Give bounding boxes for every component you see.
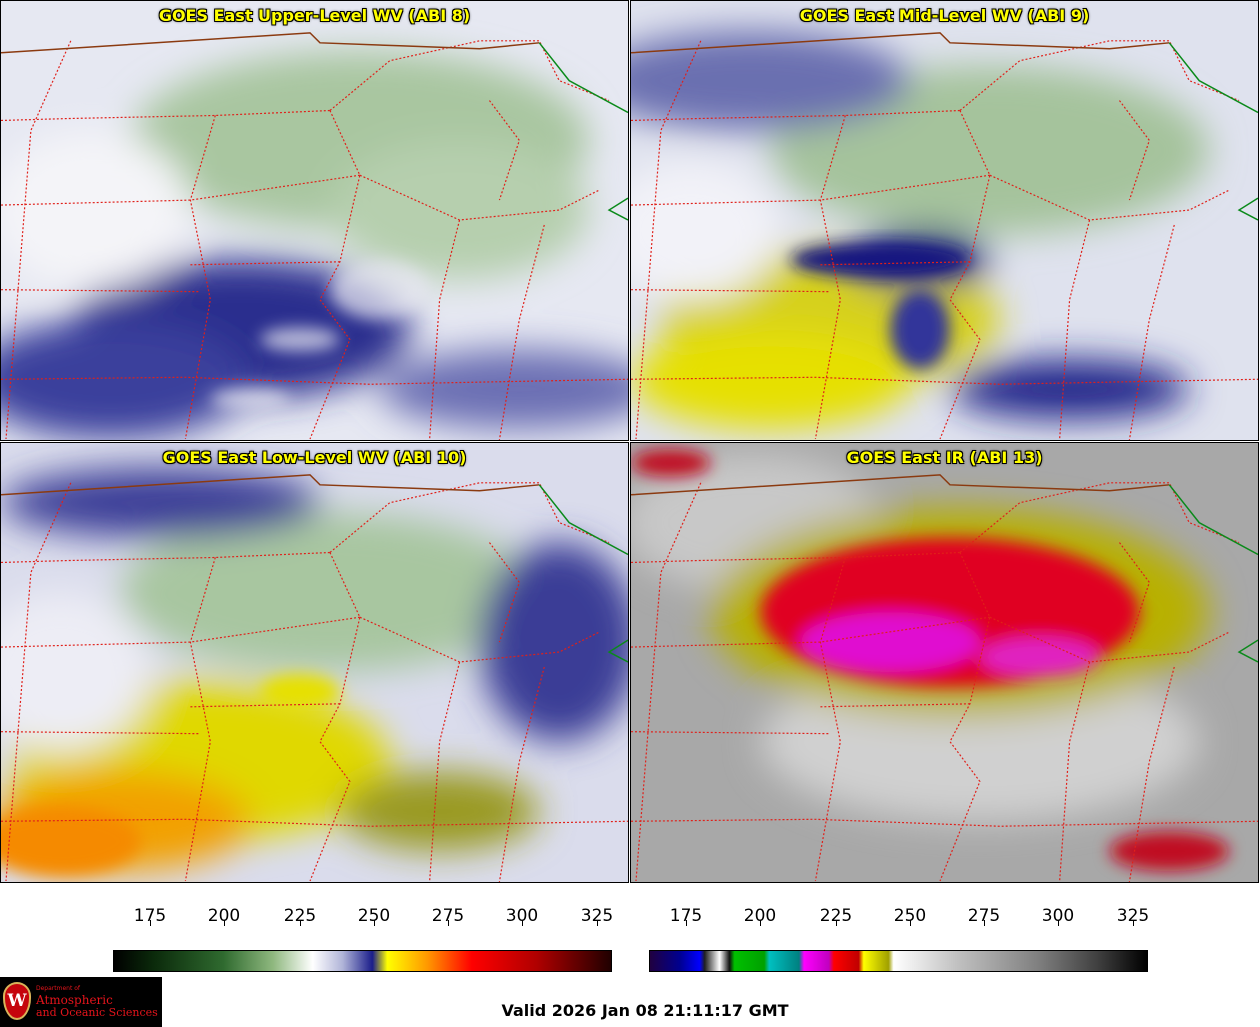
valid-time: Valid 2026 Jan 08 21:11:17 GMT (501, 1001, 789, 1020)
panel-title: GOES East Mid-Level WV (ABI 9) (799, 6, 1090, 25)
wv-colorbar-gradient (113, 950, 612, 972)
panel-title: GOES East IR (ABI 13) (846, 448, 1043, 467)
ir-tick: 250 (893, 906, 927, 926)
uw-seal-icon: W (3, 982, 31, 1020)
panel-mid-level-wv: GOES East Mid-Level WV (ABI 9) (630, 0, 1259, 441)
logo-line2: and Oceanic Sciences (36, 1006, 158, 1019)
mid-level-borders (631, 32, 1258, 440)
ir-tick: 225 (819, 906, 853, 926)
ir-tick: 200 (743, 906, 777, 926)
ir-tick: 175 (669, 906, 703, 926)
wv-tick: 325 (580, 906, 614, 926)
panel-low-level-wv: GOES East Low-Level WV (ABI 10) (0, 442, 629, 883)
low-level-borders (1, 474, 628, 882)
logo-line1: Atmospheric (36, 993, 113, 1007)
panel-title: GOES East Low-Level WV (ABI 10) (162, 448, 467, 467)
upper-level-wv-imagery (1, 1, 628, 440)
panel-ir: GOES East IR (ABI 13) (630, 442, 1259, 883)
wv-tick: 250 (357, 906, 391, 926)
ir-imagery (631, 443, 1258, 882)
panel-upper-level-wv: GOES East Upper-Level WV (ABI 8) (0, 0, 629, 441)
aos-logo: W Department of Atmospheric and Oceanic … (0, 977, 162, 1027)
mid-level-wv-imagery (631, 1, 1258, 440)
ir-colorbar: 175 200 225 250 275 300 325 (649, 906, 1149, 976)
ir-colorbar-gradient (649, 950, 1148, 972)
ir-tick: 275 (967, 906, 1001, 926)
ir-borders (631, 474, 1258, 882)
wv-colorbar: 175 200 225 250 275 300 325 (113, 906, 613, 976)
panel-title: GOES East Upper-Level WV (ABI 8) (158, 6, 471, 25)
wv-tick: 300 (505, 906, 539, 926)
ir-tick: 300 (1041, 906, 1075, 926)
logo-dept: Department of (36, 985, 80, 992)
ir-colorbar-ticks: 175 200 225 250 275 300 325 (649, 906, 1149, 950)
ir-tick: 325 (1116, 906, 1150, 926)
low-level-wv-imagery (1, 443, 628, 882)
wv-tick: 275 (431, 906, 465, 926)
upper-level-borders (1, 32, 628, 440)
wv-tick: 225 (283, 906, 317, 926)
wv-tick: 200 (207, 906, 241, 926)
wv-tick: 175 (133, 906, 167, 926)
wv-colorbar-ticks: 175 200 225 250 275 300 325 (113, 906, 613, 950)
